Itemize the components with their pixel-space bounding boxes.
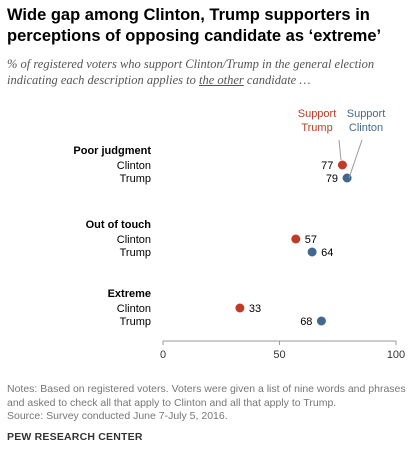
x-axis-tick-label: 100 (387, 349, 405, 361)
data-label: 33 (249, 303, 261, 315)
chart-subtitle: % of registered voters who support Clint… (7, 56, 415, 88)
row-label: Trump (120, 316, 151, 328)
data-label: 64 (321, 247, 333, 259)
dot-plot-chart: 0 50 100 Poor judgment Clinton 77 Trump 79 Out o… (73, 108, 405, 361)
category-label: Poor judgment (73, 145, 151, 157)
legend-leader-clinton (348, 139, 363, 179)
data-point (291, 234, 301, 244)
x-axis-tick-label: 50 (273, 349, 285, 361)
category-label: Out of touch (86, 219, 152, 231)
data-label: 57 (305, 234, 317, 246)
chart-notes: Notes: Based on registered voters. Voter… (7, 383, 417, 424)
legend-trump-line1: Support (298, 108, 337, 120)
subtitle-text-end: candidate … (243, 73, 311, 87)
data-label: 68 (300, 316, 312, 328)
source-text: Source: Survey conducted June 7-July 5, … (7, 410, 228, 422)
data-point (307, 247, 317, 257)
data-label: 79 (326, 173, 338, 185)
subtitle-text: % of registered voters who support Clint… (7, 57, 375, 87)
row-label: Trump (120, 247, 151, 259)
legend-clinton-line1: Support (347, 108, 386, 120)
chart-title: Wide gap among Clinton, Trump supporters… (7, 6, 382, 45)
row-label: Clinton (117, 303, 151, 315)
row-label: Clinton (117, 234, 151, 246)
legend-trump-line2: Trump (301, 122, 332, 134)
organization-name: PEW RESEARCH CENTER (7, 431, 143, 443)
row-label: Trump (120, 173, 151, 185)
category-label: Extreme (108, 288, 151, 300)
subtitle-underlined-text: the other (199, 73, 244, 87)
legend-clinton-line2: Clinton (349, 122, 383, 134)
data-point (316, 316, 326, 326)
data-label: 77 (321, 160, 333, 172)
legend-leader-trump (338, 139, 342, 161)
data-point (235, 303, 245, 313)
x-axis-tick-label: 0 (160, 349, 166, 361)
notes-text: Notes: Based on registered voters. Voter… (7, 383, 406, 409)
data-point (337, 160, 347, 170)
row-label: Clinton (117, 160, 151, 172)
